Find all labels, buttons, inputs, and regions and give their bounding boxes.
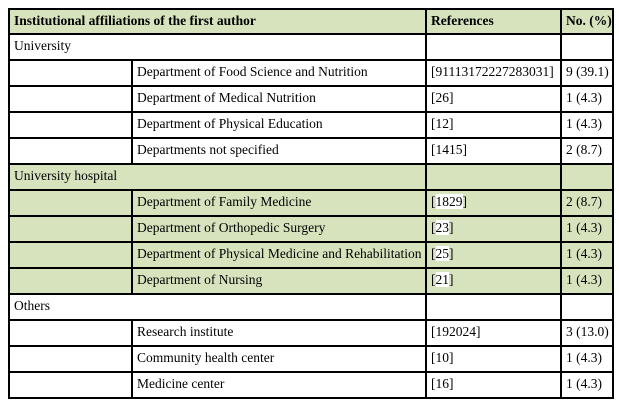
- count-value: 2 (8.7): [560, 137, 615, 165]
- department-label: Department of Physical Medicine and Reha…: [130, 241, 428, 269]
- reference-number: 1415: [435, 142, 463, 157]
- count-value: [560, 163, 615, 191]
- reference-number: 23: [435, 220, 450, 235]
- references-value: [1829]: [425, 189, 563, 217]
- indent-cell: [8, 111, 133, 139]
- indent-cell: [8, 319, 133, 347]
- table-row: Department of Orthopedic Surgery [23] 1 …: [8, 215, 615, 243]
- table-row: Departments not specified [1415] 2 (8.7): [8, 137, 615, 165]
- department-label: Research institute: [130, 319, 428, 347]
- indent-cell: [8, 59, 133, 87]
- reference-number: 12: [435, 116, 450, 131]
- department-label: Community health center: [130, 345, 428, 373]
- indent-cell: [8, 85, 133, 113]
- department-label: Departments not specified: [130, 137, 428, 165]
- references-value: [26]: [425, 85, 563, 113]
- count-value: 1 (4.3): [560, 371, 615, 399]
- reference-number: 192024: [435, 324, 477, 339]
- count-value: 1 (4.3): [560, 267, 615, 295]
- count-value: 2 (8.7): [560, 189, 615, 217]
- table-header-row: Institutional affiliations of the first …: [7, 8, 615, 35]
- department-label: Department of Physical Education: [130, 111, 428, 139]
- reference-number: 1829: [435, 194, 463, 209]
- department-label: Department of Orthopedic Surgery: [130, 215, 428, 243]
- header-references: References: [425, 8, 563, 35]
- count-value: [560, 293, 615, 321]
- references-value: [16]: [425, 371, 563, 399]
- table-row: Department of Physical Education [12] 1 …: [8, 111, 615, 139]
- affiliations-table: Institutional affiliations of the first …: [7, 8, 615, 399]
- count-value: 1 (4.3): [560, 111, 615, 139]
- count-value: 1 (4.3): [560, 85, 615, 113]
- department-label: Medicine center: [130, 371, 428, 399]
- references-value: [192024]: [425, 319, 563, 347]
- table-row: Community health center [10] 1 (4.3): [8, 345, 615, 373]
- references-value: [25]: [425, 241, 563, 269]
- indent-cell: [8, 215, 133, 243]
- department-label: Department of Medical Nutrition: [130, 85, 428, 113]
- reference-number: 26: [435, 90, 450, 105]
- indent-cell: [8, 137, 133, 165]
- references-value: [425, 293, 563, 321]
- indent-cell: [8, 189, 133, 217]
- count-value: [560, 33, 615, 61]
- reference-number: 21: [435, 272, 450, 287]
- references-value: [23]: [425, 215, 563, 243]
- indent-cell: [8, 241, 133, 269]
- table-row: Department of Nursing [21] 1 (4.3): [8, 267, 615, 295]
- table-row: Research institute [192024] 3 (13.0): [8, 319, 615, 347]
- section-row: Others: [7, 293, 615, 321]
- references-value: [425, 33, 563, 61]
- count-value: 1 (4.3): [560, 215, 615, 243]
- references-value: [91113172227283031]: [425, 59, 563, 87]
- table-body: University Department of Food Science an…: [7, 33, 615, 399]
- section-label: University: [7, 33, 428, 61]
- references-value: [21]: [425, 267, 563, 295]
- references-value: [10]: [425, 345, 563, 373]
- count-value: 3 (13.0): [560, 319, 615, 347]
- table-row: Medicine center [16] 1 (4.3): [8, 371, 615, 399]
- section-label: University hospital: [7, 163, 428, 191]
- department-label: Department of Nursing: [130, 267, 428, 295]
- section-row: University: [7, 33, 615, 61]
- count-value: 9 (39.1): [560, 59, 615, 87]
- reference-number: 16: [435, 376, 450, 391]
- reference-number: 91113172227283031: [435, 64, 550, 79]
- count-value: 1 (4.3): [560, 241, 615, 269]
- department-label: Department of Food Science and Nutrition: [130, 59, 428, 87]
- table-row: Department of Food Science and Nutrition…: [8, 59, 615, 87]
- indent-cell: [8, 371, 133, 399]
- table-row: Department of Medical Nutrition [26] 1 (…: [8, 85, 615, 113]
- count-value: 1 (4.3): [560, 345, 615, 373]
- table-row: Department of Physical Medicine and Reha…: [8, 241, 615, 269]
- header-affiliations: Institutional affiliations of the first …: [7, 8, 428, 35]
- reference-number: 10: [435, 350, 450, 365]
- indent-cell: [8, 267, 133, 295]
- header-count: No. (%): [560, 8, 615, 35]
- references-value: [12]: [425, 111, 563, 139]
- indent-cell: [8, 345, 133, 373]
- section-row: University hospital: [7, 163, 615, 191]
- table-row: Department of Family Medicine [1829] 2 (…: [8, 189, 615, 217]
- references-value: [425, 163, 563, 191]
- reference-number: 25: [435, 246, 450, 261]
- section-label: Others: [7, 293, 428, 321]
- department-label: Department of Family Medicine: [130, 189, 428, 217]
- references-value: [1415]: [425, 137, 563, 165]
